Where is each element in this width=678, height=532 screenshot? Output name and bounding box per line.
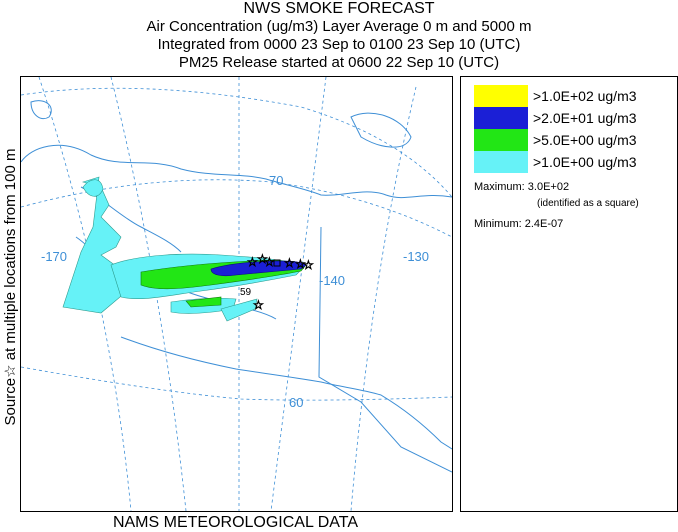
lon-label-170: -170 <box>41 249 68 264</box>
lon-line-170 <box>38 77 132 511</box>
lon-line-160 <box>110 77 187 511</box>
lat-label-60: 60 <box>289 395 304 410</box>
north-smoke-patch <box>82 179 104 197</box>
southern-plume-green <box>185 296 222 308</box>
plume-blue <box>210 260 307 277</box>
plume-cyan <box>62 176 307 322</box>
arctic-island <box>350 112 412 148</box>
source-star: ☆ <box>253 298 264 312</box>
graticule <box>21 77 452 511</box>
lat-label-70: 70 <box>269 173 284 188</box>
legend-swatch-cyan <box>474 151 528 173</box>
maximum-note: (identified as a square) <box>537 198 639 209</box>
source-markers: ☆ ☆ ☆ ☆ ☆ ☆ ☆ <box>247 252 315 313</box>
maximum-square-marker <box>273 259 281 267</box>
lon-label-140: -140 <box>319 273 346 288</box>
square-marker-label: 59 <box>240 287 252 298</box>
source-height-label: Source☆ at multiple locations from 100 m <box>2 148 19 426</box>
maximum-value: Maximum: 3.0E+02 <box>474 181 570 193</box>
legend-label-20: >2.0E+01 ug/m3 <box>533 110 637 126</box>
lon-line-130 <box>350 86 417 511</box>
legend-swatch-green <box>474 129 528 151</box>
source-star: ☆ <box>257 252 268 266</box>
canada-border <box>318 226 452 473</box>
data-source-footer: NAMS METEOROLOGICAL DATA <box>112 514 359 531</box>
legend-panel: >1.0E+02 ug/m3 >2.0E+01 ug/m3 >5.0E+00 u… <box>460 76 678 512</box>
source-star: ☆ <box>264 255 275 269</box>
lon-line-140 <box>270 77 327 511</box>
legend-label-100: >1.0E+02 ug/m3 <box>533 88 637 104</box>
lat-line-80 <box>21 87 452 198</box>
main-plume-blue <box>210 260 307 277</box>
gulf-coast <box>120 336 452 450</box>
lon-label-130: -130 <box>403 249 430 264</box>
source-star: ☆ <box>303 258 314 272</box>
minimum-value: Minimum: 2.4E-07 <box>474 218 564 230</box>
release-info: PM25 Release started at 0600 22 Sep 10 (… <box>178 54 500 71</box>
legend-label-1: >1.0E+00 ug/m3 <box>533 154 637 170</box>
lat-line-70 <box>21 179 452 238</box>
legend-swatch-blue <box>474 107 528 129</box>
north-coast <box>21 144 452 199</box>
lat-line-60 <box>21 366 452 401</box>
map-canvas: ☆ ☆ ☆ ☆ ☆ ☆ ☆ <box>21 77 452 511</box>
island-1 <box>30 100 52 120</box>
source-star: ☆ <box>247 255 258 269</box>
integration-period: Integrated from 0000 23 Sep to 0100 23 S… <box>157 36 521 53</box>
smoke-map: ☆ ☆ ☆ ☆ ☆ ☆ ☆ 70 60 -170 -140 -130 59 <box>20 76 453 512</box>
forecast-title: NWS SMOKE FORECAST <box>243 0 435 17</box>
source-star: ☆ <box>284 256 295 270</box>
concentration-subtitle: Air Concentration (ug/m3) Layer Average … <box>146 18 532 35</box>
legend-label-5: >5.0E+00 ug/m3 <box>533 132 637 148</box>
kenai-plume-cyan <box>220 298 258 322</box>
source-star: ☆ <box>295 257 306 271</box>
legend-swatch-yellow <box>474 85 528 107</box>
